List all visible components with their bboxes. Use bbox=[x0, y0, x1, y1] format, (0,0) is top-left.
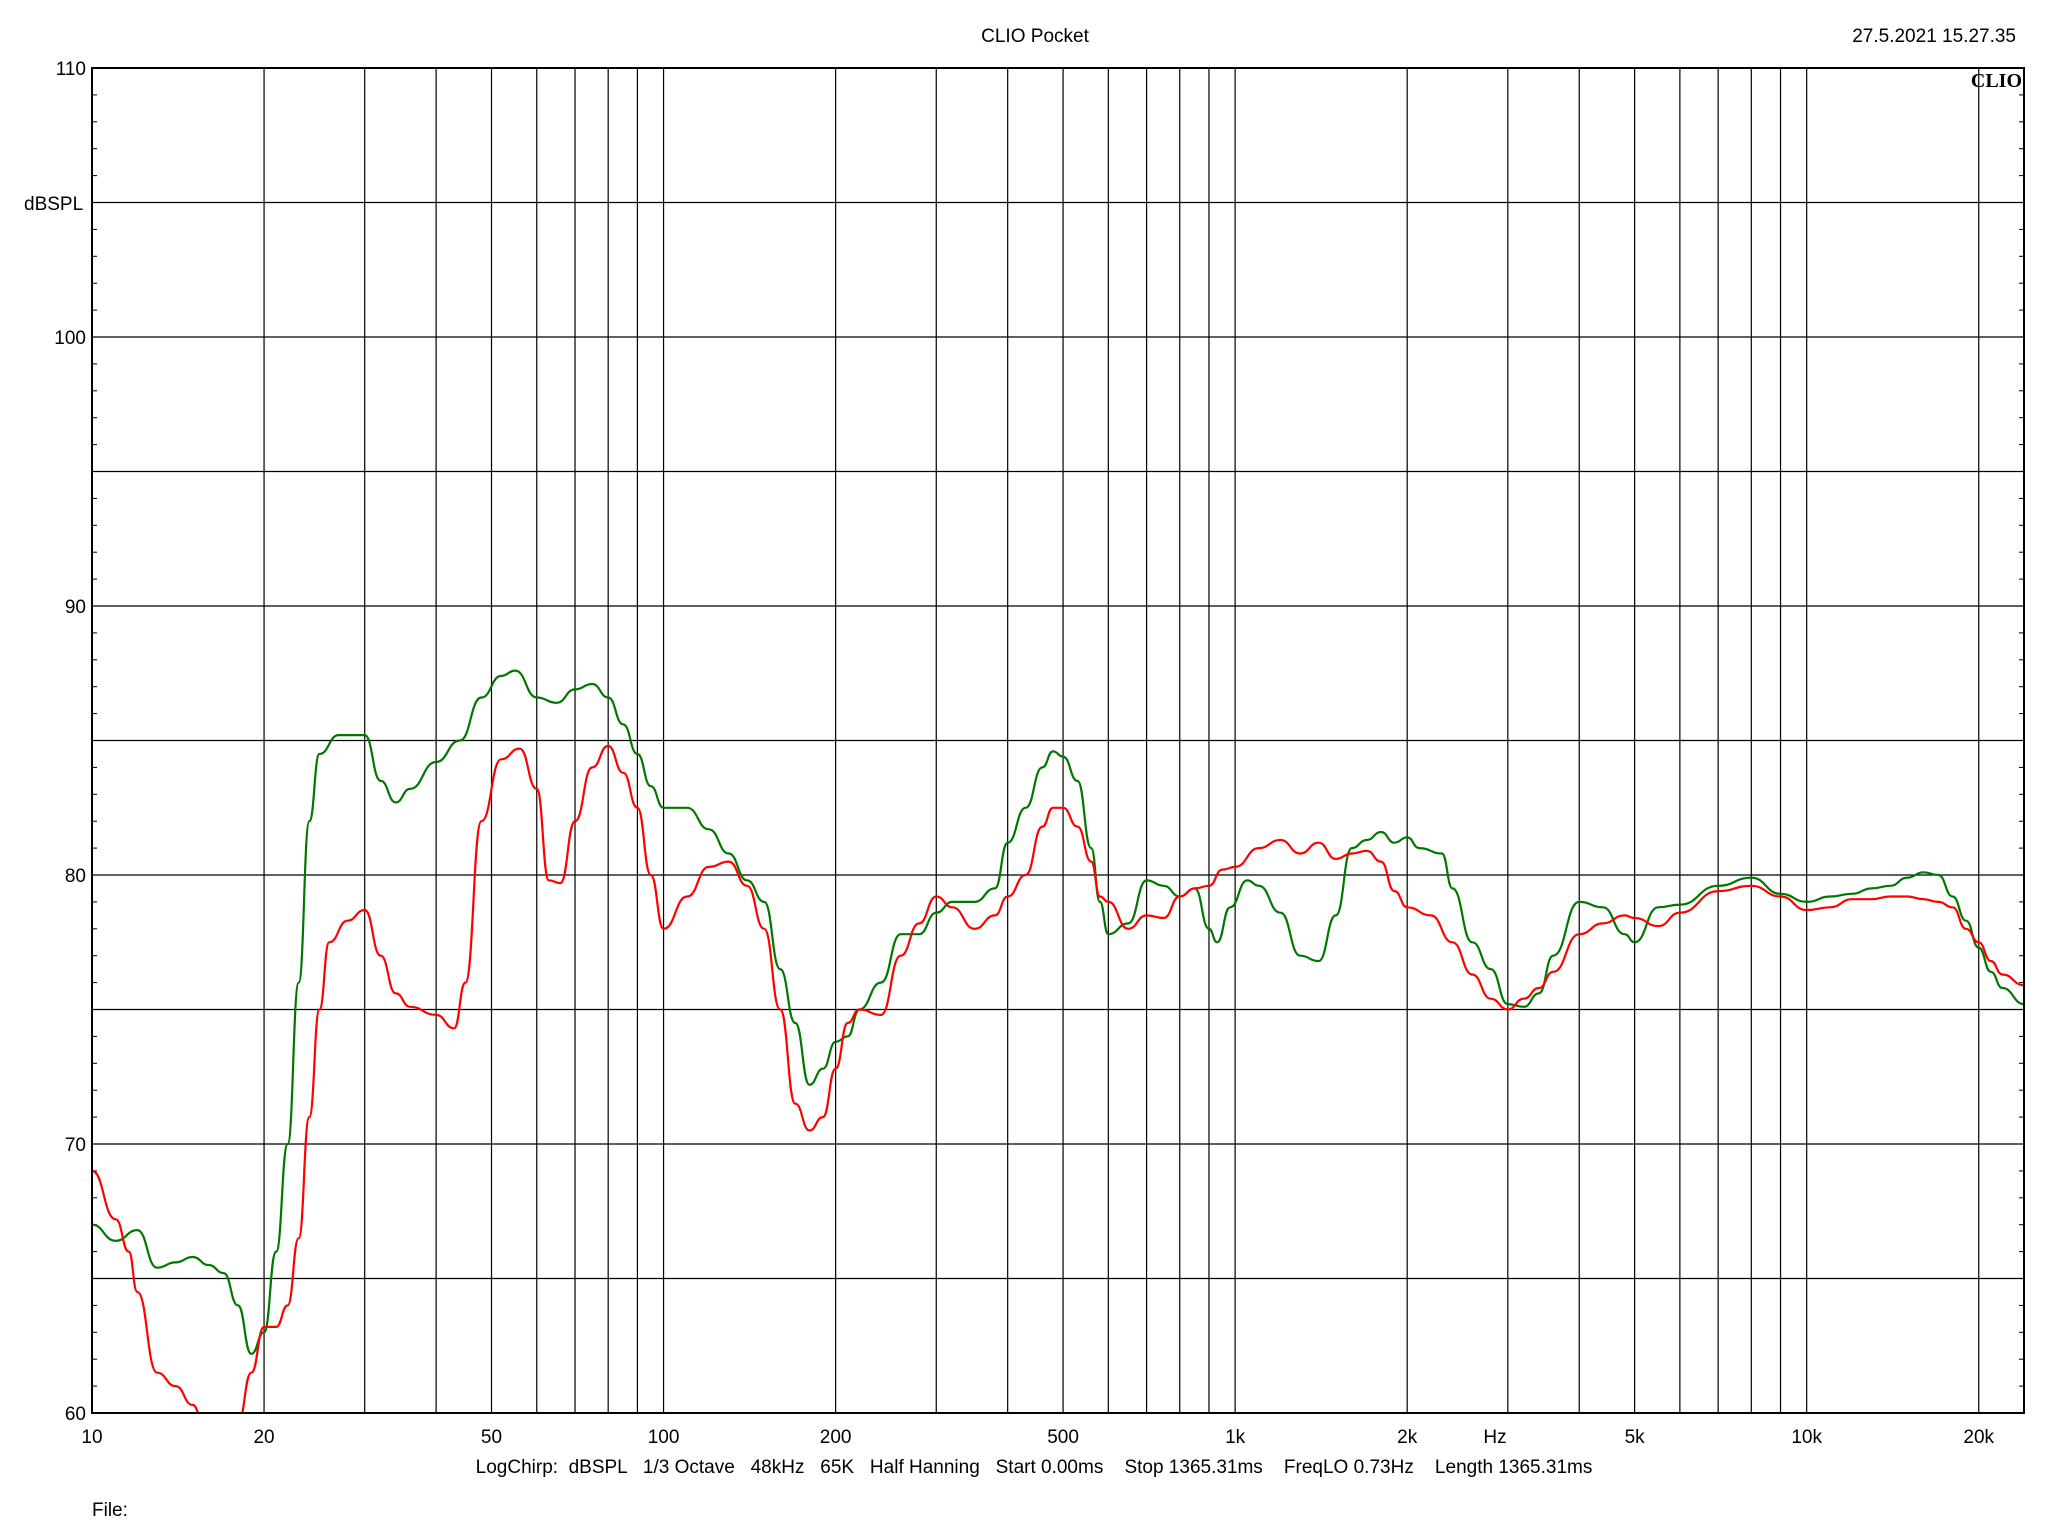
x-tick-label: 2k bbox=[1397, 1427, 1418, 1448]
chart-tick-labels: 10 20 50 100 200 500 1k 2k 5k 10k 20k 60 70 80 90 100 11… bbox=[54, 59, 1994, 1448]
x-tick-label: 200 bbox=[820, 1427, 852, 1448]
x-tick-label: 20 bbox=[253, 1427, 274, 1448]
chart-curves bbox=[92, 669, 2024, 1413]
series-line-red bbox=[92, 744, 2024, 1413]
measurement-parameters: LogChirp: dBSPL 1/3 Octave 48kHz 65K Hal… bbox=[475, 1457, 1593, 1478]
x-tick-label: 500 bbox=[1047, 1427, 1079, 1448]
clio-logo: CLIO bbox=[1971, 70, 2022, 92]
x-tick-label: 20k bbox=[1963, 1427, 1994, 1448]
y-axis-unit-label: dBSPL bbox=[24, 194, 83, 215]
x-tick-label: 100 bbox=[648, 1427, 680, 1448]
chart-grid bbox=[92, 67, 2024, 1414]
y-tick-label: 90 bbox=[65, 597, 86, 618]
y-tick-label: 60 bbox=[65, 1404, 86, 1425]
timestamp: 27.5.2021 15.27.35 bbox=[1852, 26, 2016, 47]
y-tick-label: 100 bbox=[54, 328, 86, 349]
y-tick-label: 80 bbox=[65, 866, 86, 887]
x-tick-label: 5k bbox=[1625, 1427, 1646, 1448]
y-tick-label: 110 bbox=[56, 59, 86, 80]
y-tick-label: 70 bbox=[65, 1135, 86, 1156]
x-tick-label: 10 bbox=[81, 1427, 102, 1448]
x-tick-label: 50 bbox=[481, 1427, 502, 1448]
file-label: File: bbox=[92, 1500, 128, 1521]
x-tick-label: 1k bbox=[1225, 1427, 1246, 1448]
x-tick-label: 10k bbox=[1791, 1427, 1822, 1448]
chart-title: CLIO Pocket bbox=[981, 26, 1089, 47]
x-axis-unit-label: Hz bbox=[1483, 1427, 1506, 1448]
plot-frame bbox=[91, 67, 2025, 1414]
series-line-green bbox=[92, 669, 2024, 1355]
